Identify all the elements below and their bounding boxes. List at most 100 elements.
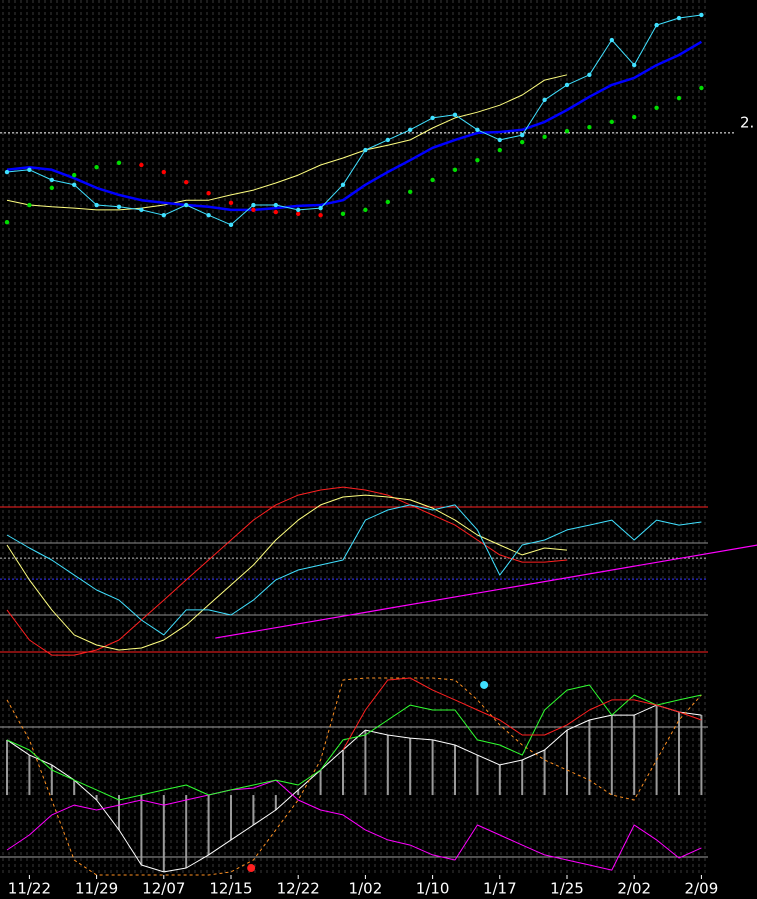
- series-dot: [139, 207, 144, 213]
- x-tick-label: 11/29: [75, 880, 118, 898]
- series-dot: [184, 202, 189, 208]
- histogram-bar: [28, 755, 31, 796]
- series-dot: [385, 199, 390, 205]
- series-dot: [4, 169, 10, 175]
- histogram-bar: [162, 795, 165, 872]
- histogram-bar: [521, 759, 524, 796]
- histogram-bar: [118, 795, 120, 830]
- series-dot: [363, 207, 368, 213]
- histogram-bar: [700, 715, 703, 796]
- series-dot: [251, 207, 256, 213]
- series-dot: [318, 212, 323, 218]
- series-dot: [49, 177, 54, 183]
- series-dot: [273, 209, 278, 215]
- series-dot: [497, 137, 502, 143]
- series-dot: [4, 220, 10, 225]
- series-line: [6, 779, 702, 871]
- histogram-bar: [476, 755, 479, 796]
- series-dot: [72, 172, 77, 178]
- series-dot: [408, 127, 413, 132]
- histogram-bar: [678, 712, 680, 796]
- series-dot: [452, 112, 458, 118]
- series-dot: [699, 12, 704, 18]
- histogram-bar: [431, 739, 434, 796]
- histogram-bar: [319, 770, 322, 796]
- series-dot: [475, 127, 480, 132]
- series-line: [6, 677, 702, 876]
- histogram-bar: [230, 795, 232, 840]
- series-line: [342, 677, 702, 751]
- histogram-bar: [633, 715, 636, 796]
- x-tick-label: 1/17: [483, 880, 517, 898]
- series-dot: [497, 147, 502, 153]
- series-dot: [676, 15, 682, 21]
- histogram-bar: [6, 739, 8, 796]
- x-tick-label: 1/25: [550, 880, 584, 898]
- series-dot: [363, 147, 368, 153]
- series-line: [6, 486, 568, 656]
- x-tick-label: 1/10: [416, 880, 450, 898]
- series-line: [6, 14, 702, 226]
- series-dot: [161, 169, 166, 175]
- x-tick-label: 2/02: [617, 880, 651, 898]
- series-dot: [520, 139, 525, 145]
- series-dot: [116, 204, 122, 209]
- series-dot: [430, 177, 435, 183]
- histogram-bar: [95, 795, 98, 800]
- histogram-bar: [588, 720, 591, 796]
- series-line: [6, 74, 568, 211]
- series-dot: [340, 182, 346, 187]
- series-dot: [139, 162, 144, 168]
- histogram-bar: [207, 795, 210, 855]
- series-dot: [654, 105, 659, 111]
- series-dot: [520, 132, 525, 138]
- series-dot: [676, 95, 682, 101]
- series-dot: [385, 137, 390, 143]
- x-tick-label: 11/22: [8, 880, 51, 898]
- series-dot: [408, 189, 413, 195]
- x-tick-label: 12/15: [209, 880, 252, 898]
- histogram-bar: [252, 795, 255, 825]
- histogram-bar: [297, 789, 300, 796]
- histogram-bar: [185, 795, 188, 869]
- series-dot: [542, 134, 547, 140]
- series-dot: [632, 114, 637, 120]
- series-dot: [27, 167, 32, 173]
- series-dot: [430, 115, 435, 121]
- series-dot: [475, 157, 480, 163]
- series-dot: [564, 82, 570, 88]
- series-dot: [228, 222, 234, 228]
- series-dot: [632, 62, 637, 68]
- x-tick-label: 2/09: [685, 880, 719, 898]
- histogram-bar: [50, 764, 53, 796]
- series-dot: [72, 182, 77, 187]
- series-dot: [340, 211, 346, 217]
- signal-dot: [247, 864, 256, 873]
- x-tick-label: 12/07: [142, 880, 185, 898]
- histogram-bar: [342, 749, 344, 796]
- series-dot: [206, 190, 211, 196]
- histogram-bar: [73, 780, 76, 796]
- signal-dot: [480, 680, 489, 689]
- series-dot: [296, 211, 301, 217]
- series-dot: [542, 97, 547, 103]
- histogram-bar: [543, 749, 546, 796]
- x-tick-label: 1/02: [349, 880, 383, 898]
- series-dot: [296, 207, 301, 213]
- histogram-bar: [454, 745, 456, 796]
- series-dot: [609, 119, 614, 125]
- trend-line: [215, 544, 757, 639]
- series-dot: [654, 22, 659, 28]
- series-dot: [49, 185, 54, 191]
- series-line: [6, 504, 702, 636]
- histogram-bar: [498, 764, 501, 796]
- series-dot: [94, 165, 99, 170]
- histogram-bar: [274, 795, 277, 811]
- histogram-bar: [386, 734, 389, 796]
- histogram-bar: [566, 730, 568, 796]
- series-dot: [206, 212, 211, 218]
- series-line: [6, 494, 568, 651]
- series-line: [6, 704, 702, 873]
- histogram-bar: [140, 795, 143, 865]
